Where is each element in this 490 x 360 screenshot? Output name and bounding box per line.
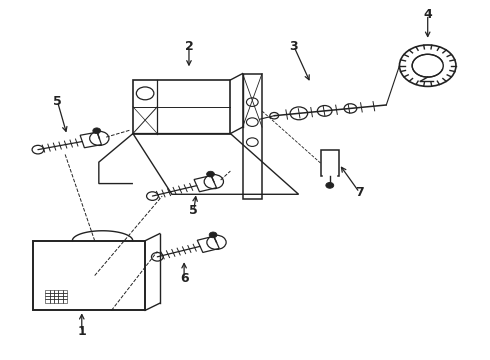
Text: 5: 5 bbox=[53, 95, 62, 108]
Text: 3: 3 bbox=[290, 40, 298, 53]
Bar bbox=[54, 290, 58, 293]
Bar bbox=[63, 299, 67, 302]
Circle shape bbox=[209, 232, 217, 238]
Text: 4: 4 bbox=[423, 8, 432, 21]
Bar bbox=[49, 293, 54, 296]
Text: 2: 2 bbox=[185, 40, 194, 53]
Bar bbox=[54, 299, 58, 302]
Bar bbox=[33, 241, 145, 310]
Bar bbox=[45, 290, 49, 293]
Bar bbox=[320, 150, 339, 176]
Bar bbox=[63, 290, 67, 293]
Bar bbox=[45, 293, 49, 296]
Bar bbox=[58, 290, 63, 293]
Bar bbox=[49, 296, 54, 299]
Bar bbox=[45, 299, 49, 302]
Bar bbox=[54, 293, 58, 296]
Text: 6: 6 bbox=[180, 272, 189, 285]
Bar bbox=[58, 293, 63, 296]
Bar bbox=[58, 296, 63, 299]
Bar bbox=[45, 296, 49, 299]
Bar bbox=[49, 299, 54, 302]
Circle shape bbox=[207, 171, 215, 177]
Text: 5: 5 bbox=[190, 204, 198, 217]
Text: 1: 1 bbox=[77, 325, 86, 338]
Bar bbox=[58, 299, 63, 302]
Bar bbox=[54, 296, 58, 299]
Circle shape bbox=[412, 54, 443, 77]
Bar bbox=[63, 296, 67, 299]
Bar bbox=[63, 293, 67, 296]
Circle shape bbox=[326, 183, 334, 188]
Text: 7: 7 bbox=[355, 186, 364, 199]
Bar bbox=[133, 80, 230, 134]
Circle shape bbox=[93, 128, 100, 134]
Bar bbox=[49, 290, 54, 293]
